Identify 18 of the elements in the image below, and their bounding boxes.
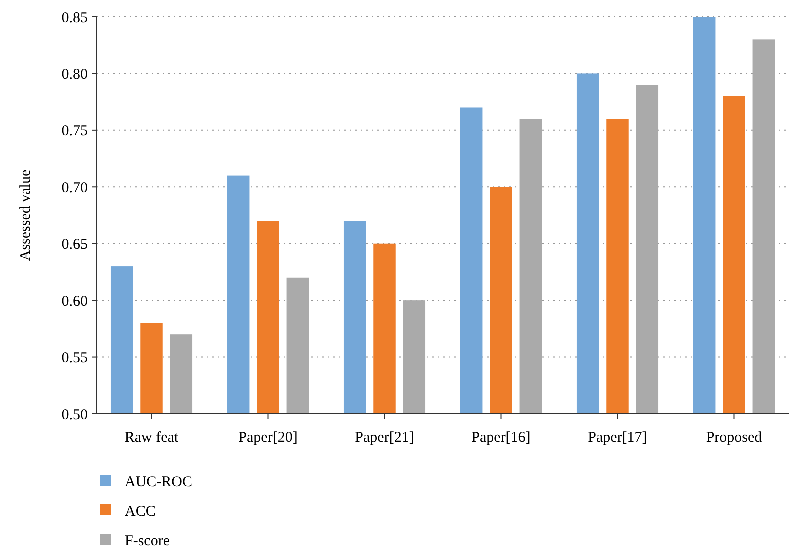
y-tick-label: 0.75 — [62, 124, 88, 140]
x-tick-label: Paper[21] — [355, 430, 414, 446]
y-axis-title: Assessed value — [18, 170, 34, 262]
legend-label: AUC-ROC — [125, 474, 193, 490]
y-tick-label: 0.80 — [62, 66, 88, 83]
legend-label: F-score — [125, 533, 170, 550]
x-tick-label: Paper[20] — [238, 430, 298, 446]
x-tick-label: Paper[17] — [588, 430, 648, 446]
x-tick-label: Proposed — [706, 430, 763, 446]
y-tick-label: 0.70 — [62, 180, 88, 196]
x-tick-label: Raw feat — [124, 430, 180, 446]
y-tick-label: 0.55 — [62, 350, 88, 367]
x-tick-label: Paper[16] — [472, 430, 531, 446]
y-tick-label: 0.50 — [62, 407, 88, 424]
legend-label: ACC — [125, 504, 156, 520]
y-tick-label: 0.65 — [62, 237, 88, 254]
y-tick-label: 0.85 — [62, 10, 88, 26]
y-tick-label: 0.60 — [62, 294, 88, 310]
